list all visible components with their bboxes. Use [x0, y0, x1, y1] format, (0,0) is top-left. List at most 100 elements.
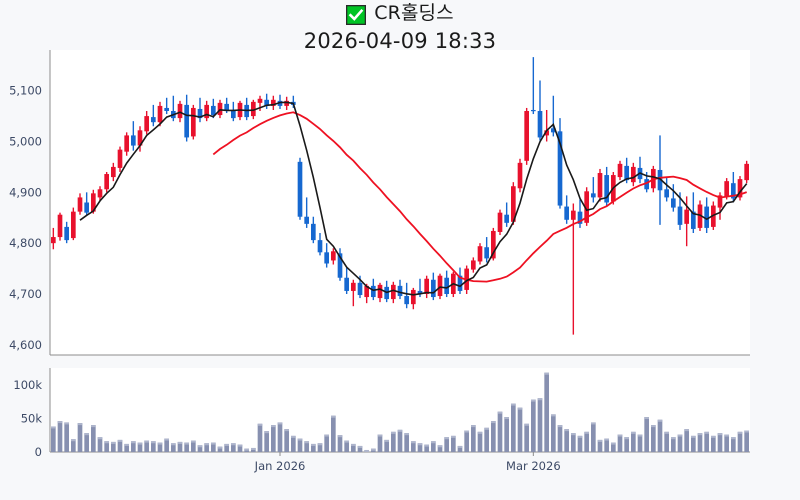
volume-bar-cap	[644, 417, 649, 420]
ma-short-line	[79, 101, 748, 296]
candle-body	[464, 268, 469, 290]
volume-bar	[451, 435, 456, 452]
candle-body	[131, 135, 136, 146]
volume-bar	[437, 445, 443, 452]
volume-bar	[497, 411, 503, 452]
volume-bar	[691, 435, 696, 452]
volume-bar	[77, 423, 83, 452]
volume-bar-cap	[237, 444, 243, 447]
volume-bar-cap	[117, 439, 123, 442]
volume-bar	[271, 425, 276, 452]
volume-bar	[144, 440, 149, 452]
candle-body	[351, 282, 356, 291]
candle-body	[57, 214, 63, 238]
price-axis-tick: 4,900	[9, 185, 42, 199]
volume-bar	[237, 444, 243, 452]
volume-bar-cap	[104, 441, 109, 444]
volume-bar	[724, 434, 729, 452]
candle-body	[84, 202, 89, 213]
volume-bar	[204, 443, 209, 452]
candle-body	[217, 102, 223, 116]
volume-bar	[411, 441, 416, 452]
candle-body	[271, 99, 276, 106]
volume-bar-cap	[591, 422, 596, 425]
candle-body	[191, 107, 196, 137]
candle-body	[257, 98, 263, 103]
volume-bar-cap	[711, 435, 716, 438]
volume-bar-cap	[284, 429, 289, 432]
volume-bar	[517, 407, 523, 452]
volume-bar-cap	[437, 445, 443, 448]
volume-bar	[71, 439, 76, 452]
volume-bar-cap	[544, 372, 549, 375]
volume-bar	[264, 431, 269, 452]
candle-body	[64, 226, 69, 241]
candle-body	[657, 169, 663, 191]
volume-bar-cap	[357, 445, 363, 448]
volume-bar	[371, 448, 376, 452]
candle-body	[224, 103, 229, 111]
candle-body	[451, 273, 456, 294]
volume-bar-cap	[731, 437, 736, 440]
candle-body	[157, 105, 163, 123]
candle-body	[371, 285, 376, 298]
volume-bar-cap	[557, 425, 563, 428]
volume-bar-cap	[144, 440, 149, 443]
volume-bar-cap	[671, 437, 676, 440]
volume-bar	[624, 437, 629, 452]
volume-bar	[444, 437, 449, 452]
volume-bar	[164, 438, 169, 452]
candle-body	[731, 183, 736, 199]
volume-bar-cap	[424, 444, 429, 447]
volume-bar-cap	[371, 448, 376, 451]
volume-bar-cap	[537, 398, 543, 401]
candle-body	[151, 117, 156, 123]
volume-bar-cap	[737, 431, 743, 434]
price-axis-tick: 5,000	[9, 135, 42, 149]
candle-body	[744, 163, 749, 181]
volume-bar-cap	[597, 439, 603, 442]
volume-bar-cap	[337, 435, 343, 438]
volume-bar	[257, 423, 263, 452]
volume-bar	[191, 440, 196, 452]
volume-bar	[177, 441, 183, 452]
volume-bar-cap	[651, 425, 656, 428]
candle-body	[137, 130, 143, 146]
volume-bar	[457, 445, 463, 452]
candle-body	[624, 165, 629, 181]
candle-body	[631, 166, 636, 183]
candle-body	[291, 101, 296, 105]
volume-bar-cap	[84, 433, 89, 436]
candle-body	[517, 162, 523, 189]
candle-body	[111, 166, 116, 178]
candle-body	[737, 179, 743, 198]
volume-bar-cap	[91, 425, 96, 428]
volume-bar	[51, 426, 56, 452]
volume-bar-cap	[391, 431, 396, 434]
candle-body	[684, 209, 689, 224]
candle-body	[284, 100, 289, 106]
volume-bar	[644, 417, 649, 452]
volume-bar-cap	[297, 438, 303, 441]
volume-bar-cap	[744, 430, 749, 433]
volume-bar-cap	[231, 443, 236, 446]
candle-body	[637, 167, 643, 180]
candle-body	[331, 251, 336, 261]
candle-body	[597, 173, 603, 198]
candle-body	[604, 175, 609, 203]
volume-bar	[377, 434, 383, 452]
price-axis-tick: 5,100	[9, 84, 42, 98]
candle-body	[264, 99, 269, 106]
volume-bar-cap	[564, 429, 569, 432]
volume-bar	[697, 433, 703, 452]
volume-bar	[91, 425, 96, 452]
candle-body	[497, 212, 503, 232]
volume-bar-cap	[111, 441, 116, 444]
candle-body	[384, 286, 389, 300]
volume-bar	[311, 443, 316, 452]
volume-bar-cap	[311, 443, 316, 446]
volume-bar-cap	[524, 423, 529, 426]
volume-bar-cap	[664, 431, 669, 434]
candle-body	[144, 116, 149, 132]
